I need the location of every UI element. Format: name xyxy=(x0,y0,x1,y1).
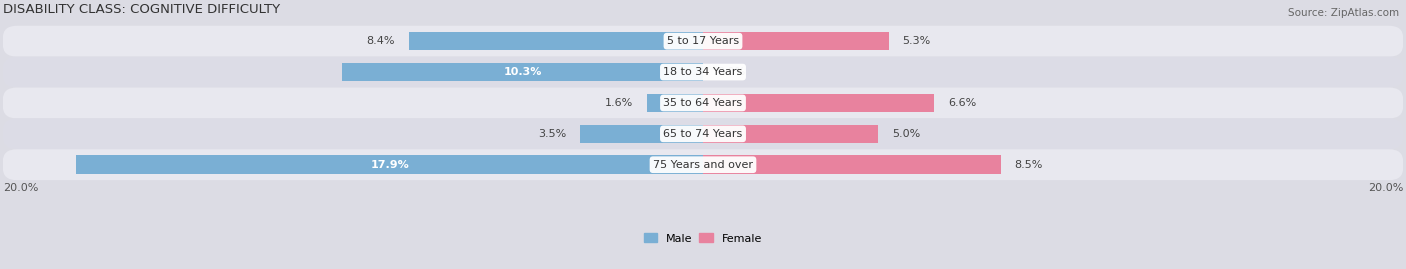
Text: 20.0%: 20.0% xyxy=(3,183,38,193)
Bar xyxy=(343,63,703,81)
Text: 5.0%: 5.0% xyxy=(891,129,921,139)
Text: Source: ZipAtlas.com: Source: ZipAtlas.com xyxy=(1288,8,1399,18)
Bar xyxy=(703,94,934,112)
Text: 5.3%: 5.3% xyxy=(903,36,931,46)
Text: 1.6%: 1.6% xyxy=(605,98,633,108)
Text: DISABILITY CLASS: COGNITIVE DIFFICULTY: DISABILITY CLASS: COGNITIVE DIFFICULTY xyxy=(3,3,280,16)
Bar xyxy=(647,94,703,112)
Bar xyxy=(76,155,703,174)
Text: 75 Years and over: 75 Years and over xyxy=(652,160,754,170)
Bar xyxy=(703,32,889,51)
Bar xyxy=(703,155,1001,174)
FancyBboxPatch shape xyxy=(3,57,1403,87)
Text: 18 to 34 Years: 18 to 34 Years xyxy=(664,67,742,77)
Text: 10.3%: 10.3% xyxy=(503,67,541,77)
Text: 20.0%: 20.0% xyxy=(1368,183,1403,193)
Text: 5 to 17 Years: 5 to 17 Years xyxy=(666,36,740,46)
FancyBboxPatch shape xyxy=(3,118,1403,149)
Text: 65 to 74 Years: 65 to 74 Years xyxy=(664,129,742,139)
Bar xyxy=(409,32,703,51)
Text: 35 to 64 Years: 35 to 64 Years xyxy=(664,98,742,108)
FancyBboxPatch shape xyxy=(3,87,1403,118)
Text: 0.0%: 0.0% xyxy=(717,67,745,77)
Text: 8.5%: 8.5% xyxy=(1015,160,1043,170)
Legend: Male, Female: Male, Female xyxy=(640,229,766,248)
Text: 3.5%: 3.5% xyxy=(538,129,567,139)
Text: 8.4%: 8.4% xyxy=(367,36,395,46)
FancyBboxPatch shape xyxy=(3,149,1403,180)
Bar xyxy=(581,125,703,143)
FancyBboxPatch shape xyxy=(3,26,1403,57)
Text: 17.9%: 17.9% xyxy=(370,160,409,170)
Bar xyxy=(703,125,879,143)
Text: 6.6%: 6.6% xyxy=(948,98,976,108)
